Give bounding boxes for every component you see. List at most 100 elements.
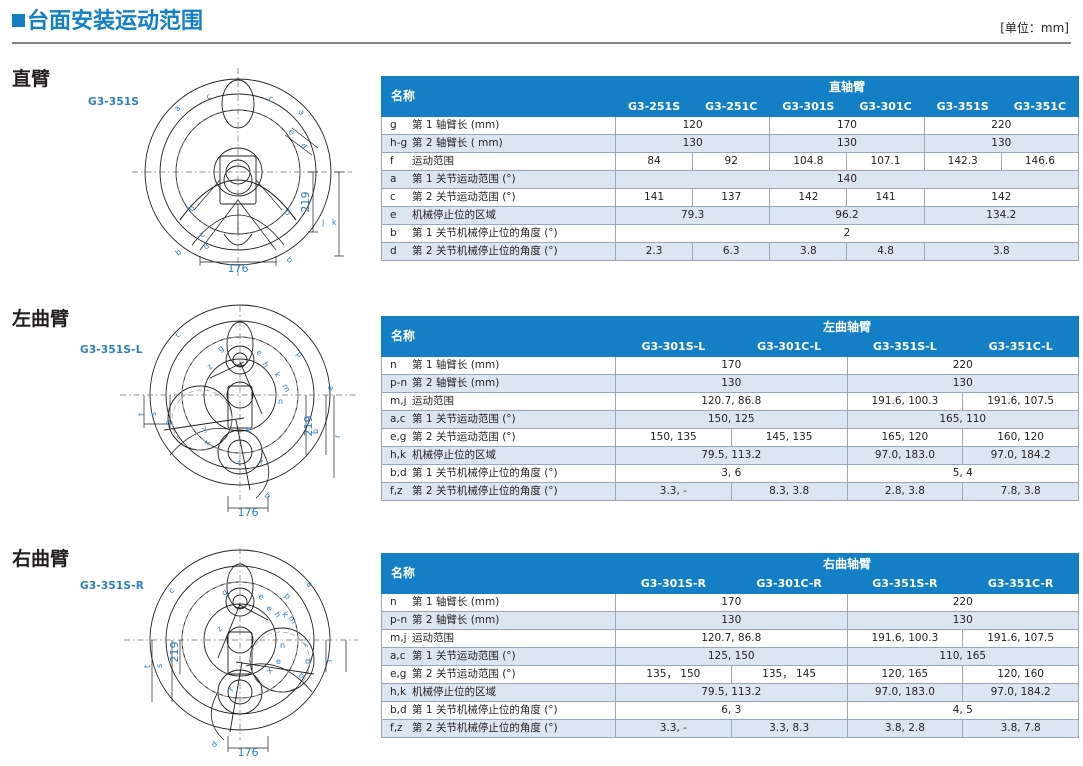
table-row: f,z 第 2 关节机械停止位的角度 (°) 3.3, -8.3, 3.8 2.8, … [381,482,1079,501]
drawing-svg-right-bent: 176 219 a c g e p e h k m z n j t s e x … [124,548,358,759]
svg-text:r: r [333,434,342,438]
spec-table-left-wrap: 名称 左曲轴臂 G3-301S-L G3-301C-L G3-351S-L G3-351C… [381,316,1079,501]
svg-text:e: e [264,604,274,613]
table-cell: 4, 5 [846,701,1079,720]
svg-text:x: x [202,438,212,447]
table-cell: 97.0, 183.0 [846,683,964,702]
table-row: e 机械停止位的区域 79.3 96.2 134.2 [381,206,1080,225]
row-label: p-n 第 2 轴臂长 (mm) [381,611,616,630]
row-symbol: a,c [390,650,406,662]
table-cell: 6.3 [692,242,771,261]
unit-note: [单位：mm] [1000,21,1069,35]
svg-text:k: k [280,610,290,619]
svg-text:r: r [227,684,236,693]
table-row: h,k 机械停止位的区域 79.5, 113.2 97.0, 183.0 97.0, 1… [381,683,1079,702]
row-label: p-n 第 2 轴臂长 (mm) [381,374,616,393]
table-row: n 第 1 轴臂长 (mm) 170 220 [381,593,1079,612]
page-header: 台面安装运动范围 [单位：mm] [0,0,1083,44]
svg-text:g: g [220,587,229,597]
row-symbol: n [390,596,397,608]
bullet-square-icon [12,14,25,27]
table-row: f 运动范围 84 92 104.8 107.1 142.3 146.6 [381,152,1080,171]
column-header-name: 名称 [381,553,616,594]
row-label-text: 第 1 关节机械停止位的角度 (°) [412,467,558,479]
table-cell: 130 [615,611,848,630]
column-header-model: G3-351S [923,97,1002,117]
row-label: h,k 机械停止位的区域 [381,446,616,465]
table-cell: 3, 6 [615,464,848,483]
svg-text:e: e [255,348,263,358]
column-header-group: 右曲轴臂 [615,553,1079,575]
section-title: 左曲臂 [12,308,70,330]
row-symbol: h-g [390,137,408,149]
svg-text:c: c [173,330,182,339]
table-row: m,j 运动范围 120.7, 86.8 191.6, 100.3 191.6, 107… [381,629,1079,648]
section-left-bent-arm: 左曲臂 G3-351S-L [0,300,1083,535]
section-title: 右曲臂 [12,548,70,570]
row-label-text: 第 1 关节机械停止位的角度 (°) [412,227,558,239]
table-cell: 134.2 [923,206,1080,225]
svg-text:b: b [174,247,184,257]
row-label: e 机械停止位的区域 [381,206,616,225]
row-label-text: 第 1 关节运动范围 (°) [412,650,516,662]
svg-text:j: j [321,218,324,227]
row-label: a 第 1 关节运动范围 (°) [381,170,616,189]
row-symbol: h,k [390,686,407,698]
row-label: g 第 1 轴臂长 (mm) [381,116,616,135]
svg-text:y: y [200,423,209,433]
table-cell: 135， 150 [615,665,732,684]
row-label: h-g 第 2 轴臂长 ( mm) [381,134,616,153]
row-label: a,c 第 1 关节运动范围 (°) [381,647,616,666]
column-header-model: G3-351S-R [846,574,964,594]
svg-text:b: b [297,671,307,681]
svg-text:e: e [287,127,297,137]
table-row: b,d 第 1 关节机械停止位的角度 (°) 6, 3 4, 5 [381,701,1079,720]
svg-text:q: q [164,417,174,427]
table-cell: 79.3 [614,206,771,225]
table-cell: 4.8 [846,242,925,261]
table-cell: 130 [846,611,1079,630]
row-label-text: 第 2 轴臂长 (mm) [412,614,500,626]
table-row: b 第 1 关节机械停止位的角度 (°) 2 [381,224,1079,243]
svg-text:x: x [265,666,275,676]
svg-text:c: c [267,94,275,104]
row-label: a,c 第 1 关节运动范围 (°) [381,410,616,429]
table-cell: 220 [923,116,1080,135]
row-label-text: 机械停止位的区域 [412,449,496,461]
row-label-text: 第 2 关节机械停止位的角度 (°) [412,722,558,734]
table-cell: 165, 110 [846,410,1079,429]
column-header-group: 直轴臂 [615,76,1079,98]
row-symbol: f,z [390,722,403,734]
table-cell: 6, 3 [615,701,848,720]
section-title: 直臂 [12,68,51,90]
row-symbol: p-n [390,377,408,389]
svg-text:q: q [303,659,312,664]
column-header-model: G3-301S [769,97,848,117]
table-row: e,g 第 2 关节运动范围 (°) 150, 135 145, 135 165, 12… [381,428,1079,447]
svg-text:k: k [332,218,337,227]
table-cell: 97.0, 184.2 [962,446,1079,465]
row-symbol: f [390,155,394,167]
row-symbol: d [390,245,397,257]
row-label-text: 运动范围 [412,632,454,644]
table-cell: 3.8, 2.8 [846,719,964,738]
table-cell: 142 [769,188,848,207]
column-header-model: G3-301S-R [615,574,732,594]
svg-text:z: z [215,624,225,633]
svg-text:z: z [205,362,214,371]
row-symbol: b,d [390,704,407,716]
table-cell: 3.3, - [615,719,732,738]
svg-text:176: 176 [238,506,259,519]
svg-text:b: b [187,204,197,214]
table-cell: 135， 145 [730,665,848,684]
svg-text:h: h [260,361,270,370]
svg-text:e: e [257,592,265,602]
table-cell: 84 [614,152,694,171]
svg-text:m: m [280,383,292,394]
section-straight-arm: 直臂 G3-351S [0,60,1083,290]
svg-text:e: e [246,425,251,434]
table-row: p-n 第 2 轴臂长 (mm) 130 130 [381,611,1079,630]
table-cell: 150, 135 [615,428,732,447]
drawing-model-label: G3-351S-R [80,580,145,592]
